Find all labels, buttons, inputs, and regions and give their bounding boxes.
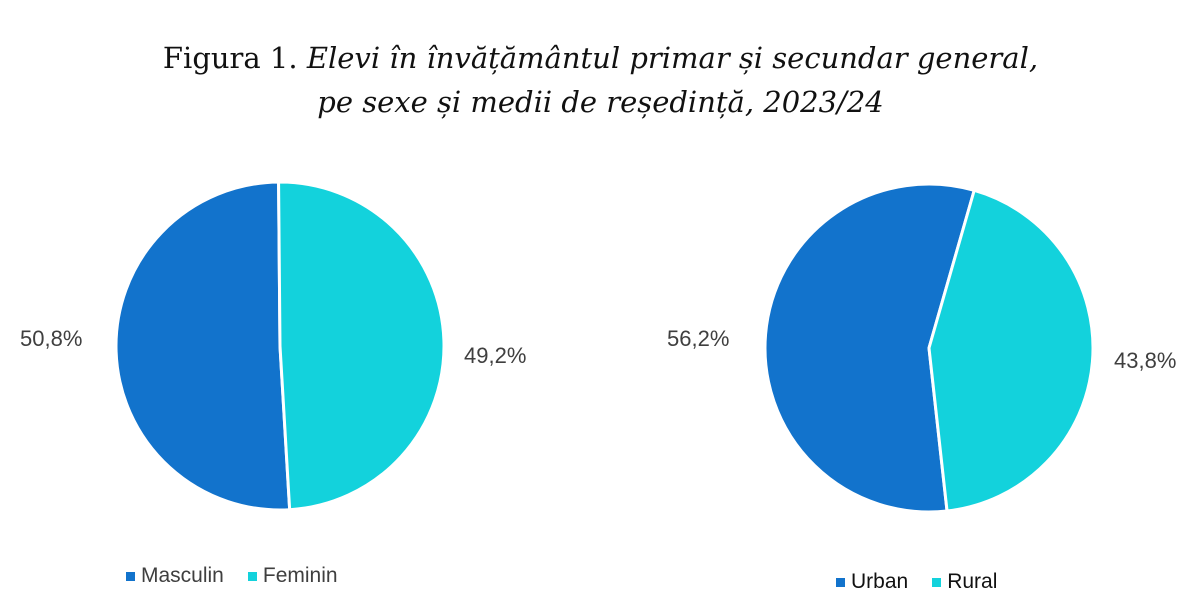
figure-title-prefix: Figura 1. [162, 41, 298, 75]
legend-label-urban: Urban [851, 570, 909, 593]
pie-slice-rural [927, 188, 1095, 513]
legend-item-feminin: Feminin [247, 564, 338, 588]
legend-item-masculin: Masculin [126, 564, 224, 588]
pie-labels-medii: 56,2% 43,8% [667, 326, 1176, 373]
pie-slice-feminin [277, 180, 446, 512]
pie-slice-urban [763, 182, 976, 514]
legend-label-rural: Rural [947, 570, 998, 593]
legend-item-rural: Rural [932, 570, 997, 594]
legend-swatch-urban [836, 577, 845, 587]
legend-swatch-masculin [126, 571, 135, 581]
pie-slice-masculin [114, 180, 292, 512]
legend-label-feminin: Feminin [262, 564, 338, 587]
pie-chart-medii [763, 182, 1095, 514]
legend-swatch-feminin [247, 571, 257, 581]
legend-sexe: Masculin Feminin [126, 564, 338, 588]
figure-title-italic-line-2: pe sexe și medii de reședință, 2023/24 [317, 85, 884, 119]
figure-title-line-1: Figura 1. Elevi în învățământul primar ș… [0, 36, 1201, 80]
pie-chart-sexe [114, 180, 446, 512]
legend-swatch-rural [932, 577, 942, 587]
data-label-feminin: 49,2% [464, 343, 526, 368]
legend-label-masculin: Masculin [141, 564, 224, 587]
data-label-urban: 56,2% [667, 326, 729, 351]
data-label-rural: 43,8% [1114, 348, 1176, 373]
legend-item-urban: Urban [836, 570, 908, 594]
data-label-masculin: 50,8% [20, 326, 82, 351]
figure-title: Figura 1. Elevi în învățământul primar ș… [0, 36, 1201, 124]
legend-medii: Urban Rural [836, 570, 997, 594]
pie-labels-sexe: 50,8% 49,2% [20, 326, 526, 368]
figure-title-italic-line-1: Elevi în învățământul primar și secundar… [306, 41, 1039, 75]
